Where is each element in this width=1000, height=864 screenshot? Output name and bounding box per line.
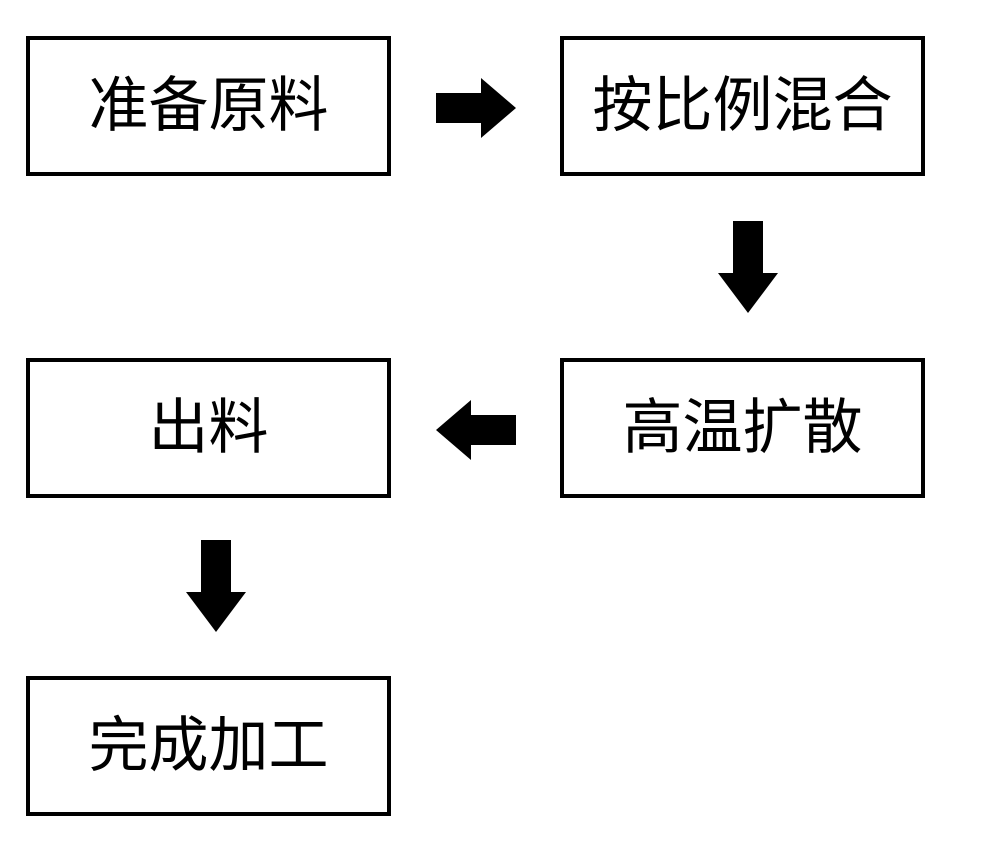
node-label: 按比例混合 — [593, 73, 893, 139]
arrow-down-icon — [718, 221, 778, 313]
node-discharge: 出料 — [26, 358, 391, 498]
flowchart-canvas: 准备原料 按比例混合 高温扩散 出料 完成加工 — [0, 0, 1000, 864]
node-label: 准备原料 — [89, 73, 329, 139]
arrow-right-icon — [436, 78, 516, 138]
node-high-temp-diffusion: 高温扩散 — [560, 358, 925, 498]
node-label: 完成加工 — [89, 713, 329, 779]
node-mix-by-ratio: 按比例混合 — [560, 36, 925, 176]
node-prepare-materials: 准备原料 — [26, 36, 391, 176]
arrow-left-icon — [436, 400, 516, 460]
node-finish-processing: 完成加工 — [26, 676, 391, 816]
node-label: 高温扩散 — [623, 395, 863, 461]
arrow-down-icon — [186, 540, 246, 632]
node-label: 出料 — [149, 395, 269, 461]
